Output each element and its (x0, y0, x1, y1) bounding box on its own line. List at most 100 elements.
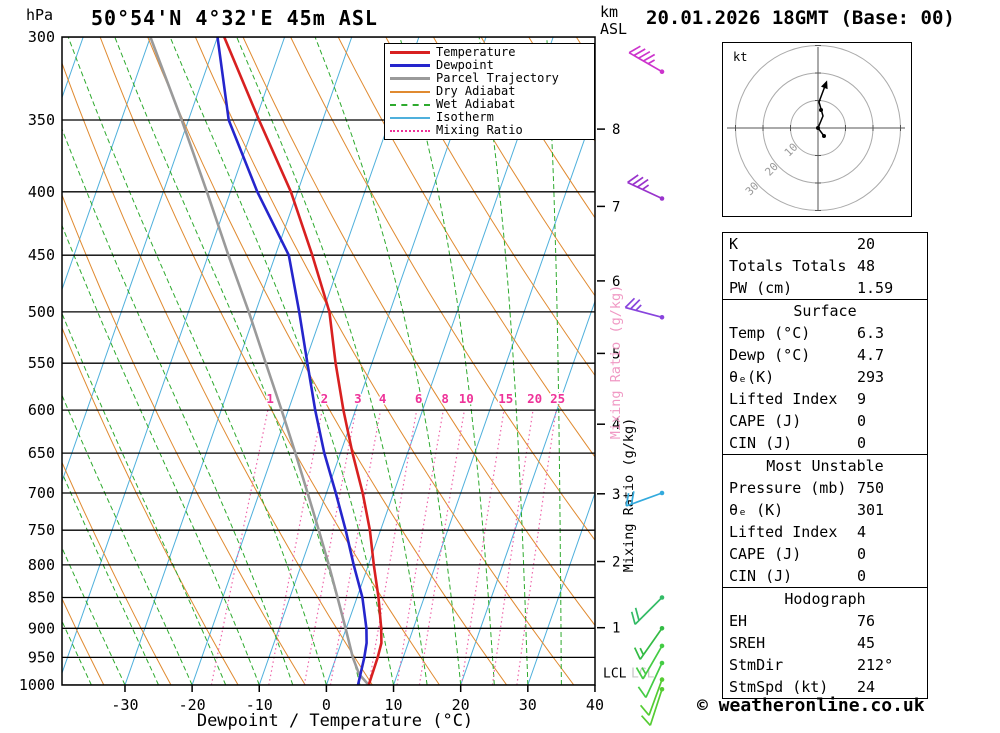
legend-label: Parcel Trajectory (436, 71, 559, 85)
svg-text:20: 20 (762, 160, 781, 179)
stat-value: 4 (857, 523, 867, 541)
stat-value: 76 (857, 612, 876, 630)
stat-value: 750 (857, 479, 885, 497)
legend-label: Mixing Ratio (436, 123, 523, 137)
stat-value: 301 (857, 501, 885, 519)
pressure-axis-labels: 300 350 400 450 500 550 600 650 700 750 800 850 900 9… (19, 28, 55, 694)
wind-barb (635, 643, 665, 680)
svg-text:8: 8 (441, 391, 449, 406)
wind-barb (630, 595, 665, 626)
mixing-ratio-value-labels: 1 2 3 4 6 8 10 15 20 25 (265, 390, 567, 408)
svg-text:4: 4 (612, 417, 620, 433)
svg-text:850: 850 (28, 589, 55, 607)
stat-label: Totals Totals (729, 257, 847, 275)
parcel-trajectory-curve (149, 37, 371, 685)
stat-label: Lifted Index (729, 523, 838, 541)
stat-value: 0 (857, 412, 867, 430)
legend-label: Wet Adiabat (436, 97, 516, 111)
svg-text:950: 950 (28, 648, 55, 666)
svg-text:4: 4 (379, 391, 387, 406)
svg-text:10: 10 (385, 696, 403, 714)
svg-text:7: 7 (612, 199, 620, 215)
svg-text:-30: -30 (111, 696, 138, 714)
stat-label: Pressure (mb) (729, 479, 847, 497)
stat-value: 45 (857, 634, 876, 652)
legend-line-sample (390, 90, 430, 93)
svg-text:2: 2 (321, 391, 329, 406)
stat-row: SREH 45 (723, 632, 927, 654)
legend-label: Dewpoint (436, 58, 494, 72)
svg-text:6: 6 (415, 391, 423, 406)
stat-row: PW (cm) 1.59 (723, 277, 927, 299)
svg-text:3: 3 (612, 487, 620, 503)
mixing-ratio-lines (210, 409, 557, 685)
wind-barb (639, 677, 665, 716)
stat-label: CIN (J) (729, 567, 793, 585)
legend-line-sample (390, 129, 430, 132)
stat-row: EH 76 (723, 610, 927, 632)
svg-text:450: 450 (28, 246, 55, 264)
stats-section-header: Surface (793, 302, 857, 320)
lcl-marker: LCL LCL (603, 667, 655, 682)
stat-value: 0 (857, 567, 867, 585)
svg-text:30: 30 (743, 180, 762, 199)
legend-line-sample (390, 77, 430, 80)
svg-text:5: 5 (612, 346, 620, 362)
wind-barb (627, 174, 665, 201)
svg-text:900: 900 (28, 619, 55, 637)
svg-text:800: 800 (28, 556, 55, 574)
svg-text:0: 0 (322, 696, 331, 714)
pressure-gridlines (62, 37, 595, 685)
legend-line-sample (390, 116, 430, 119)
svg-text:15: 15 (498, 391, 513, 406)
svg-text:LCL: LCL (603, 667, 627, 682)
stat-value: 293 (857, 368, 885, 386)
stat-row: Lifted Index 4 (723, 521, 927, 543)
stat-value: 20 (857, 235, 876, 253)
svg-text:20: 20 (527, 391, 542, 406)
stat-value: 6.3 (857, 324, 885, 342)
svg-text:350: 350 (28, 111, 55, 129)
stat-row: Dewp (°C) 4.7 (723, 344, 927, 366)
stats-panels: K 20 Totals Totals 48 PW (cm) 1.59 Surface Temp… (722, 232, 928, 699)
stat-row: θₑ (K) 301 (723, 499, 927, 521)
stat-value: 4.7 (857, 346, 885, 364)
stat-label: Temp (°C) (729, 324, 811, 342)
stat-label: StmSpd (kt) (729, 678, 829, 696)
svg-text:400: 400 (28, 183, 55, 201)
wind-barb (640, 687, 665, 726)
stat-row: CIN (J) 0 (723, 432, 927, 454)
temperature-curve (222, 37, 383, 685)
stats-box: Surface Temp (°C) 6.3 Dewp (°C) 4.7 θₑ(K) 293 L… (722, 299, 928, 455)
stat-value: 48 (857, 257, 876, 275)
svg-text:700: 700 (28, 484, 55, 502)
stats-box: Hodograph EH 76 SREH 45 StmDir 212° StmSpd (kt)… (722, 587, 928, 699)
svg-text:3: 3 (354, 391, 362, 406)
wind-barb (624, 297, 665, 320)
stat-row: Temp (°C) 6.3 (723, 322, 927, 344)
wind-barb (633, 626, 665, 660)
stats-box: Most Unstable Pressure (mb) 750 θₑ (K) 301 Li… (722, 454, 928, 588)
km-label: km (600, 3, 619, 21)
legend-line-sample (390, 51, 430, 54)
svg-text:10: 10 (782, 141, 801, 160)
svg-text:40: 40 (586, 696, 604, 714)
svg-text:25: 25 (550, 391, 565, 406)
svg-text:550: 550 (28, 354, 55, 372)
stat-value: 1.59 (857, 279, 894, 297)
stat-value: 212° (857, 656, 894, 674)
legend-item: Dry Adiabat (385, 85, 594, 98)
stat-row: Pressure (mb) 750 (723, 477, 927, 499)
wind-barb (637, 660, 665, 698)
stats-box: K 20 Totals Totals 48 PW (cm) 1.59 (722, 232, 928, 300)
legend-item: Isotherm (385, 111, 594, 124)
stat-label: StmDir (729, 656, 784, 674)
svg-text:6: 6 (612, 274, 620, 290)
stat-label: K (729, 235, 739, 253)
legend-item: Dewpoint (385, 59, 594, 72)
stat-row: Totals Totals 48 (723, 255, 927, 277)
dewpoint-curve (216, 37, 368, 685)
